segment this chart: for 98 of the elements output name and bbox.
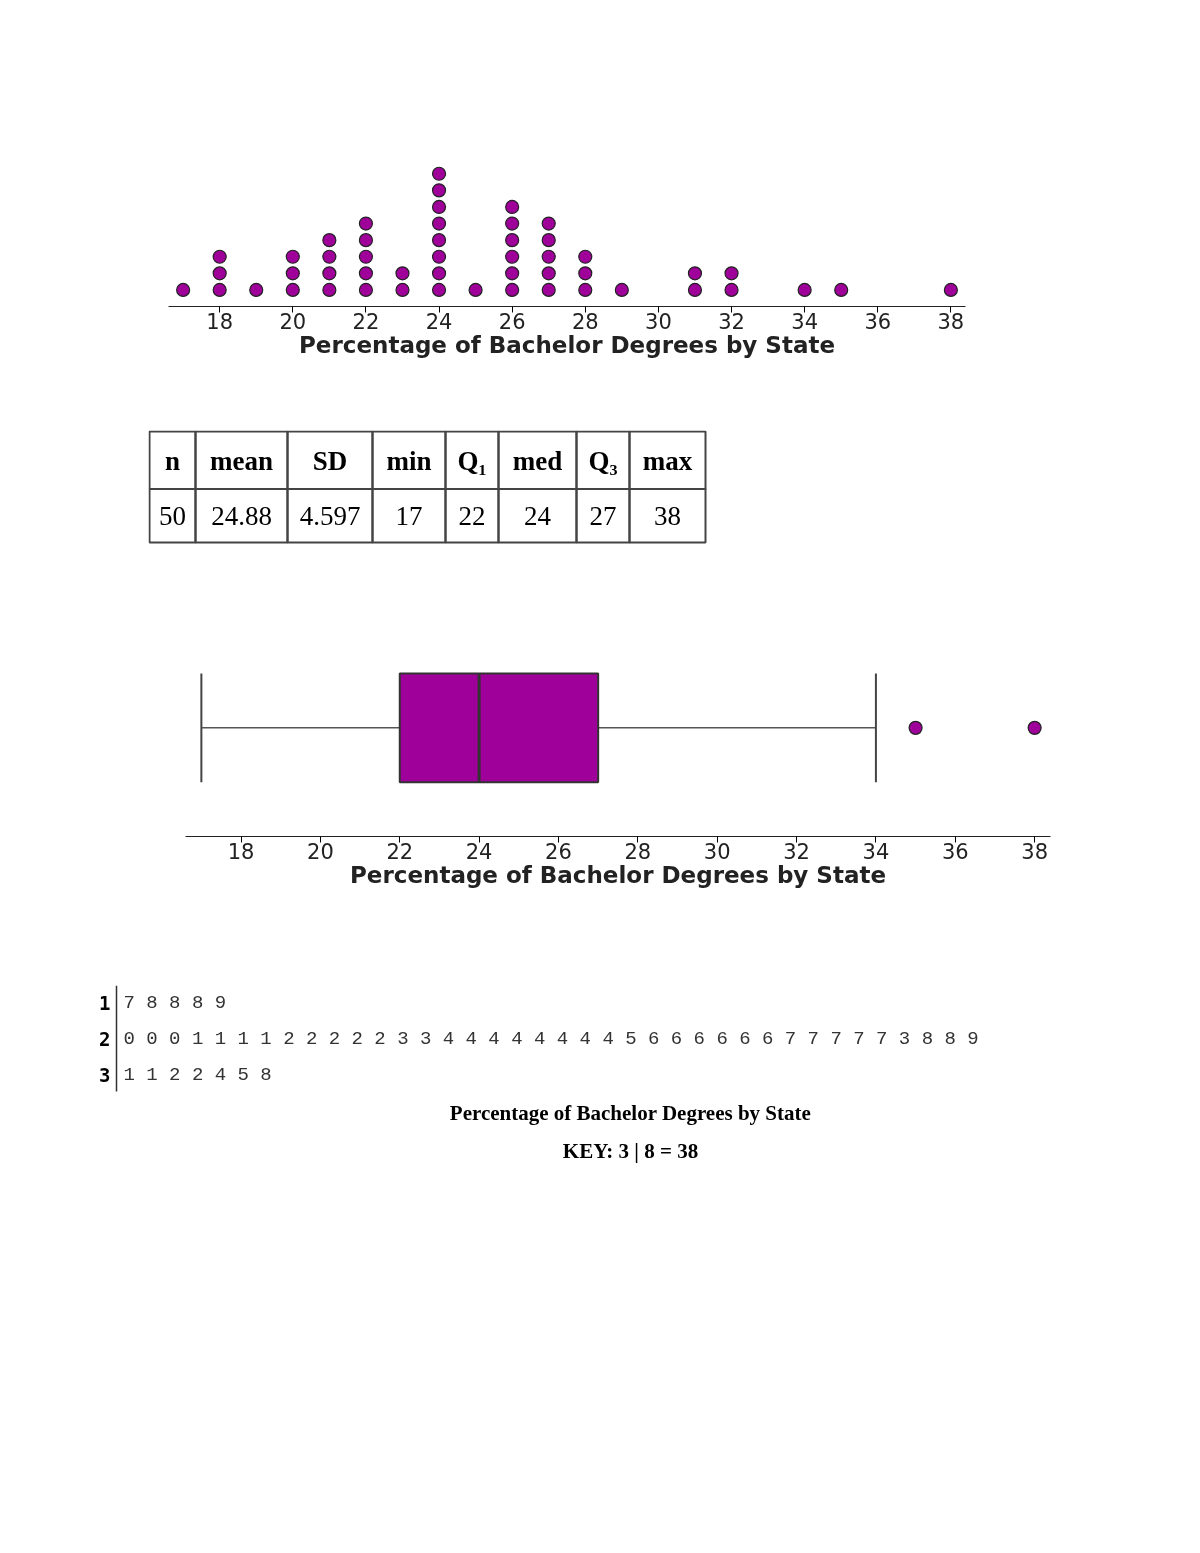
point <box>431 249 447 264</box>
x-tick-label: 20 <box>307 839 334 864</box>
x-tick-label: 30 <box>703 839 731 864</box>
category-label: 2 <box>99 1027 111 1050</box>
point <box>687 282 703 297</box>
point <box>395 266 410 281</box>
point <box>797 282 812 297</box>
x-axis-title: Percentage of Bachelor Degrees by State <box>298 331 836 358</box>
point <box>322 282 337 297</box>
x-tick-label: 18 <box>227 839 255 864</box>
point <box>578 266 593 281</box>
category-label: 1 <box>99 991 111 1014</box>
data-label: 50 <box>159 501 186 532</box>
x-tick-label: 38 <box>1021 839 1048 864</box>
point <box>431 216 447 231</box>
point <box>541 282 556 297</box>
point <box>285 282 300 297</box>
point <box>395 282 410 297</box>
point <box>322 249 337 264</box>
point <box>212 266 227 281</box>
point <box>614 282 629 297</box>
point <box>724 282 739 297</box>
x-tick-label: 22 <box>386 839 414 864</box>
point <box>541 249 556 264</box>
x-tick-label: 36 <box>941 839 969 864</box>
x-tick-label: 20 <box>279 309 307 334</box>
point <box>834 282 849 297</box>
category-label: Q₃ <box>588 445 618 476</box>
text: Percentage of Bachelor Degrees by State <box>449 1100 811 1125</box>
point <box>431 233 447 248</box>
point <box>578 282 593 297</box>
x-tick-label: 36 <box>864 309 892 334</box>
text: 1 1 2 2 4 5 8 <box>123 1063 272 1086</box>
point <box>687 266 703 281</box>
category-label: Q₁ <box>457 445 487 476</box>
x-tick-label: 32 <box>783 839 810 864</box>
point <box>358 216 374 231</box>
x-tick-label: 38 <box>937 309 965 334</box>
x-tick-label: 34 <box>791 309 819 334</box>
data-label: 38 <box>654 501 681 532</box>
point <box>505 266 520 281</box>
x-tick-label: 32 <box>718 309 745 334</box>
point <box>358 282 374 297</box>
point <box>322 266 337 281</box>
x-tick-label: 26 <box>545 839 572 864</box>
x-tick-label: 24 <box>425 309 453 334</box>
category-label: mean <box>210 445 273 476</box>
point <box>431 266 447 281</box>
text: 7 8 8 8 9 <box>123 991 227 1014</box>
point <box>541 233 556 248</box>
point <box>431 166 447 181</box>
point <box>358 266 374 281</box>
point <box>285 266 300 281</box>
point <box>505 249 520 264</box>
point <box>724 266 739 281</box>
point <box>285 249 300 264</box>
point <box>431 282 447 297</box>
data-label: 22 <box>458 501 486 532</box>
x-tick-label: 24 <box>465 839 493 864</box>
data-label: 24 <box>524 501 552 532</box>
category-label: max <box>642 445 693 476</box>
point <box>505 282 520 297</box>
point <box>505 233 520 248</box>
text: KEY: 3 | 8 = 38 <box>562 1138 699 1163</box>
data-label: 4.597 <box>299 501 361 532</box>
point <box>505 199 520 215</box>
data-label: 27 <box>589 501 617 532</box>
x-tick-label: 28 <box>571 309 599 334</box>
point <box>431 199 447 215</box>
point <box>541 266 556 281</box>
point <box>943 282 958 297</box>
x-tick-label: 26 <box>498 309 526 334</box>
x-axis-title: Percentage of Bachelor Degrees by State <box>349 861 887 888</box>
point <box>431 183 447 198</box>
data-label: 17 <box>395 501 423 532</box>
point <box>468 282 483 297</box>
point <box>249 282 264 297</box>
category-label: min <box>386 445 432 476</box>
point <box>505 216 520 231</box>
x-tick-label: 22 <box>352 309 380 334</box>
point <box>176 282 191 297</box>
x-tick-label: 28 <box>624 839 652 864</box>
point <box>358 249 374 264</box>
x-tick-label: 18 <box>206 309 234 334</box>
category-label: 3 <box>99 1063 111 1086</box>
x-tick-label: 34 <box>862 839 890 864</box>
point <box>358 233 374 248</box>
data-label: 24.88 <box>211 501 272 532</box>
point <box>212 282 227 297</box>
point <box>322 233 337 248</box>
category-label: SD <box>312 445 348 476</box>
x-tick-label: 30 <box>645 309 672 334</box>
category-label: n <box>164 445 181 476</box>
point <box>212 249 227 264</box>
text: 0 0 0 1 1 1 1 2 2 2 2 2 3 3 4 4 4 4 4 4 4 4 5 6 6 6 6 6 6 7 7 7 7 7 3 8 8 9 <box>123 1027 979 1050</box>
point <box>578 249 593 264</box>
point <box>541 216 556 231</box>
category-label: med <box>512 445 563 476</box>
